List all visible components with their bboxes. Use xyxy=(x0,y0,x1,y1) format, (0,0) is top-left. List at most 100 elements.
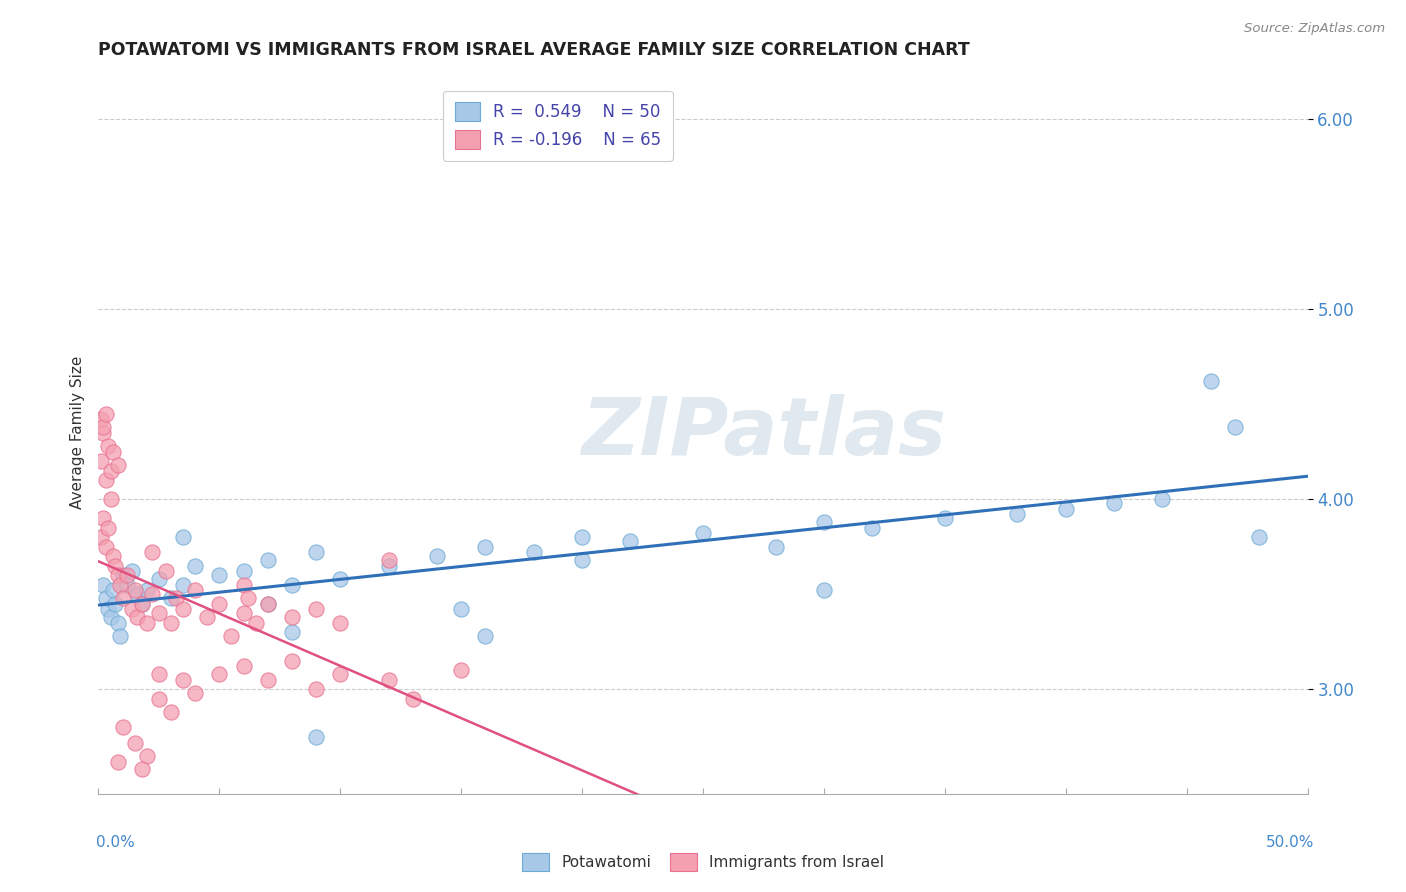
Point xyxy=(155,565,177,579)
Point xyxy=(124,735,146,749)
Point xyxy=(377,558,399,573)
Point xyxy=(184,686,207,700)
Point xyxy=(97,439,120,453)
Point xyxy=(934,511,956,525)
Point xyxy=(172,602,194,616)
Point xyxy=(111,720,134,734)
Point xyxy=(135,748,157,763)
Point xyxy=(107,755,129,769)
Point xyxy=(107,568,129,582)
Point xyxy=(108,629,131,643)
Point xyxy=(94,591,117,605)
Point xyxy=(1054,501,1077,516)
Point xyxy=(160,615,183,630)
Point xyxy=(329,667,352,681)
Point xyxy=(91,511,114,525)
Point xyxy=(104,558,127,573)
Point xyxy=(131,762,153,776)
Point xyxy=(208,568,231,582)
Point xyxy=(1102,496,1125,510)
Point xyxy=(245,615,267,630)
Point xyxy=(101,444,124,458)
Point xyxy=(135,615,157,630)
Point xyxy=(90,454,112,468)
Point xyxy=(148,607,170,621)
Point xyxy=(121,602,143,616)
Point xyxy=(860,521,883,535)
Point xyxy=(1199,374,1222,388)
Point xyxy=(184,583,207,598)
Point xyxy=(148,667,170,681)
Point xyxy=(172,578,194,592)
Point xyxy=(165,591,187,605)
Point xyxy=(619,533,641,548)
Point xyxy=(692,526,714,541)
Point xyxy=(450,663,472,677)
Point xyxy=(94,540,117,554)
Point xyxy=(91,420,114,434)
Point xyxy=(100,492,122,507)
Point xyxy=(101,583,124,598)
Text: ZIPatlas: ZIPatlas xyxy=(581,393,946,472)
Point xyxy=(101,549,124,564)
Point xyxy=(135,583,157,598)
Point xyxy=(107,458,129,472)
Point xyxy=(195,610,218,624)
Point xyxy=(765,540,787,554)
Point xyxy=(377,553,399,567)
Point xyxy=(329,572,352,586)
Point xyxy=(474,629,496,643)
Point xyxy=(111,591,134,605)
Point xyxy=(221,629,243,643)
Text: POTAWATOMI VS IMMIGRANTS FROM ISRAEL AVERAGE FAMILY SIZE CORRELATION CHART: POTAWATOMI VS IMMIGRANTS FROM ISRAEL AVE… xyxy=(98,41,970,59)
Point xyxy=(91,425,114,440)
Point xyxy=(100,610,122,624)
Point xyxy=(107,615,129,630)
Point xyxy=(208,667,231,681)
Point xyxy=(281,625,304,640)
Point xyxy=(141,587,163,601)
Point xyxy=(232,607,254,621)
Point xyxy=(232,659,254,673)
Point xyxy=(1007,508,1029,522)
Point xyxy=(426,549,449,564)
Legend: R =  0.549    N = 50, R = -0.196    N = 65: R = 0.549 N = 50, R = -0.196 N = 65 xyxy=(443,90,673,161)
Point xyxy=(1223,420,1246,434)
Point xyxy=(256,597,278,611)
Point xyxy=(813,583,835,598)
Point xyxy=(450,602,472,616)
Point xyxy=(184,558,207,573)
Point xyxy=(131,597,153,611)
Point xyxy=(305,682,328,697)
Point xyxy=(1152,492,1174,507)
Point xyxy=(305,545,328,559)
Point xyxy=(148,572,170,586)
Point xyxy=(108,578,131,592)
Point xyxy=(131,597,153,611)
Point xyxy=(256,597,278,611)
Point xyxy=(124,583,146,598)
Point xyxy=(402,691,425,706)
Point xyxy=(172,673,194,687)
Point xyxy=(256,553,278,567)
Point xyxy=(117,578,139,592)
Point xyxy=(474,540,496,554)
Legend: Potawatomi, Immigrants from Israel: Potawatomi, Immigrants from Israel xyxy=(516,847,890,877)
Point xyxy=(281,578,304,592)
Point xyxy=(90,530,112,544)
Point xyxy=(232,565,254,579)
Point xyxy=(127,587,149,601)
Point xyxy=(90,412,112,426)
Point xyxy=(329,615,352,630)
Point xyxy=(172,530,194,544)
Point xyxy=(111,568,134,582)
Point xyxy=(813,515,835,529)
Text: 0.0%: 0.0% xyxy=(96,836,135,850)
Point xyxy=(141,545,163,559)
Point xyxy=(232,578,254,592)
Point xyxy=(571,553,593,567)
Point xyxy=(305,602,328,616)
Point xyxy=(94,473,117,487)
Point xyxy=(94,407,117,421)
Y-axis label: Average Family Size: Average Family Size xyxy=(69,356,84,509)
